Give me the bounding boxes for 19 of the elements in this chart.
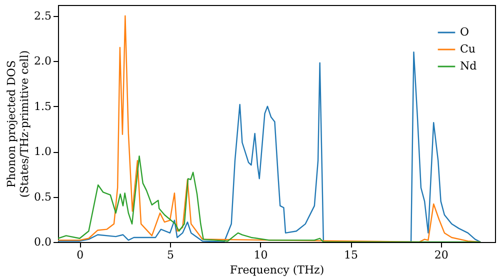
- x-tick-label: 10: [254, 248, 268, 262]
- line-series: [58, 51, 482, 242]
- line-series: [58, 155, 482, 242]
- legend-label: Cu: [460, 42, 476, 56]
- y-tick-label: 0.5: [34, 190, 52, 204]
- x-axis-title: Frequency (THz): [230, 264, 324, 276]
- y-tick-label: 2.0: [34, 54, 52, 68]
- x-tick-label: 5: [166, 248, 174, 262]
- legend-label: O: [460, 26, 470, 38]
- line-series: [58, 15, 482, 242]
- y-axis-title: Phonon projected DOS (States/THz·primitive cell): [5, 50, 32, 198]
- y-tick-label: 1.5: [34, 100, 52, 113]
- x-tick-label: 15: [344, 248, 358, 262]
- legend-label: Nd: [460, 60, 477, 72]
- x-tick-label: 20: [434, 248, 448, 262]
- y-tick-label: 0.0: [34, 236, 52, 248]
- y-tick-label: 2.5: [34, 9, 52, 22]
- y-tick-label: 1.0: [34, 145, 52, 158]
- x-tick-label: 0: [76, 248, 84, 262]
